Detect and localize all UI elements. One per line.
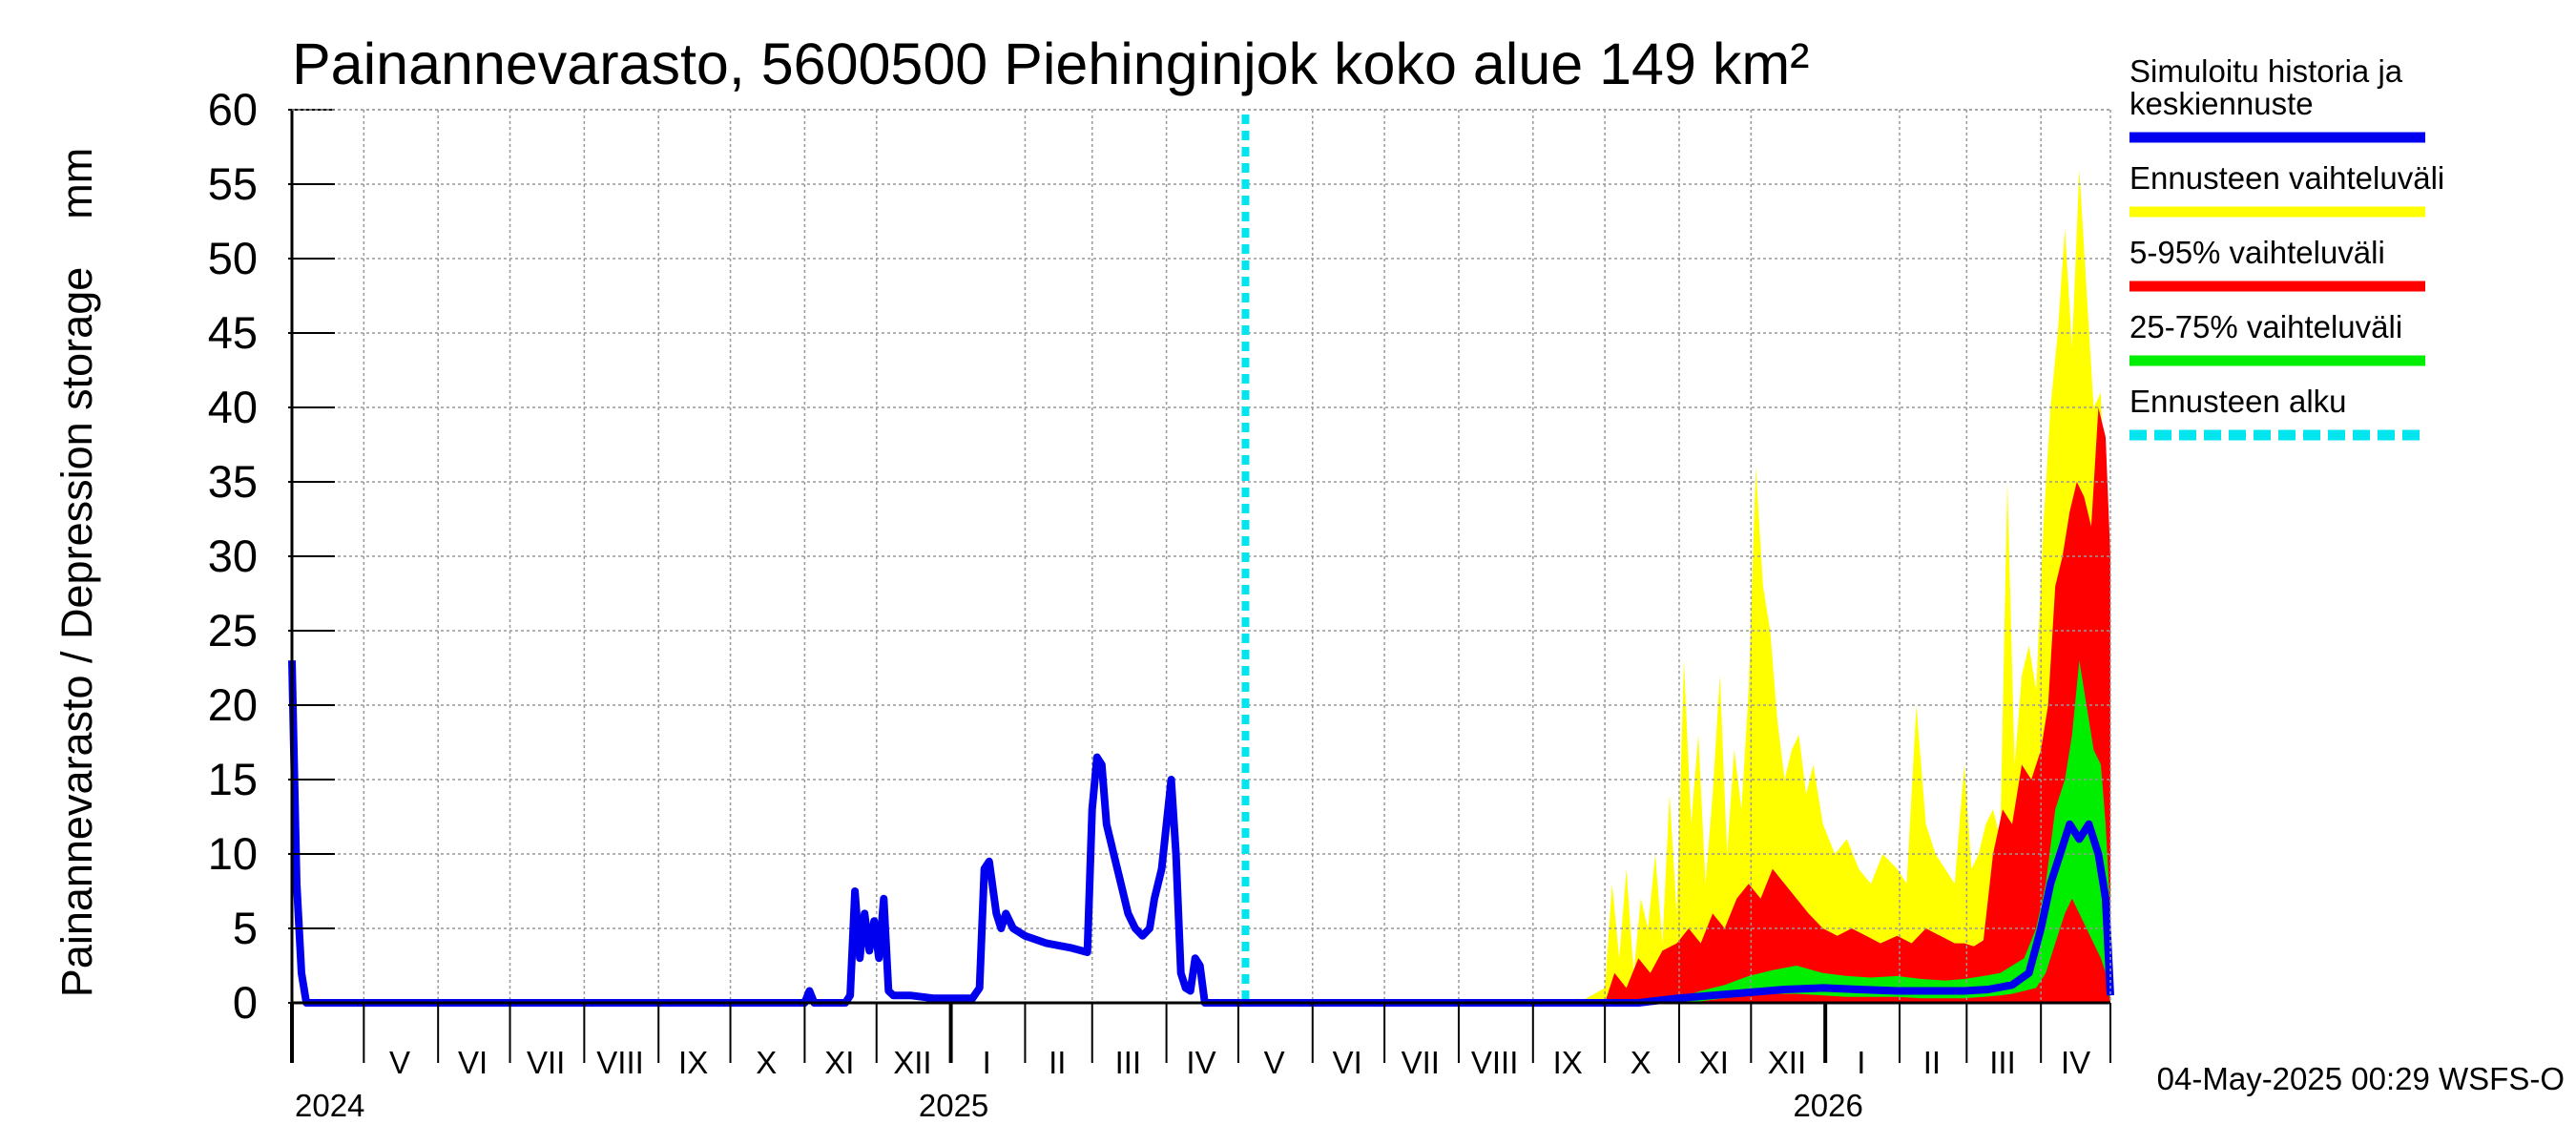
month-label: IV bbox=[2061, 1045, 2090, 1080]
y-tick-label: 15 bbox=[208, 754, 258, 804]
band-area-2 bbox=[1605, 407, 2110, 1003]
month-label: V bbox=[389, 1045, 410, 1080]
month-label: VIII bbox=[596, 1045, 644, 1080]
month-label: V bbox=[1264, 1045, 1285, 1080]
y-tick-label: 50 bbox=[208, 233, 258, 283]
month-label: XI bbox=[824, 1045, 854, 1080]
month-label: IV bbox=[1186, 1045, 1215, 1080]
simulated-median-line bbox=[288, 660, 2114, 1007]
y-tick-label: 40 bbox=[208, 382, 258, 432]
legend-label: 5-95% vaihteluväli bbox=[2129, 235, 2385, 270]
y-tick-label: 45 bbox=[208, 307, 258, 358]
series-lines bbox=[288, 114, 2114, 1007]
month-label: XII bbox=[1768, 1045, 1806, 1080]
y-tick-label: 35 bbox=[208, 456, 258, 507]
month-label: II bbox=[1049, 1045, 1066, 1080]
y-axis-label: Painannevarasto / Depression storage mm bbox=[52, 148, 101, 997]
month-label: IX bbox=[678, 1045, 708, 1080]
plot-grid bbox=[292, 109, 2110, 1003]
month-label: VII bbox=[1402, 1045, 1440, 1080]
y-tick-label: 0 bbox=[233, 977, 258, 1028]
y-tick-label: 30 bbox=[208, 531, 258, 581]
month-label: VI bbox=[1333, 1045, 1362, 1080]
month-label: VI bbox=[458, 1045, 488, 1080]
legend-label: keskiennuste bbox=[2129, 86, 2314, 121]
month-label: XII bbox=[893, 1045, 931, 1080]
month-label: I bbox=[1857, 1045, 1865, 1080]
month-label: XI bbox=[1699, 1045, 1729, 1080]
year-label: 2026 bbox=[1793, 1088, 1862, 1123]
legend-label: 25-75% vaihteluväli bbox=[2129, 309, 2402, 344]
month-label: II bbox=[1923, 1045, 1941, 1080]
month-label: VIII bbox=[1471, 1045, 1519, 1080]
legend-label: Ennusteen alku bbox=[2129, 384, 2347, 419]
legend-label: Ennusteen vaihteluväli bbox=[2129, 160, 2444, 196]
legend-label: Simuloitu historia ja bbox=[2129, 53, 2403, 89]
month-label: III bbox=[1115, 1045, 1142, 1080]
month-label: VII bbox=[527, 1045, 565, 1080]
y-tick-label: 60 bbox=[208, 84, 258, 135]
y-tick-label: 55 bbox=[208, 158, 258, 209]
chart-title: Painannevarasto, 5600500 Piehinginjok ko… bbox=[292, 31, 1809, 96]
month-label: IX bbox=[1553, 1045, 1583, 1080]
y-tick-label: 20 bbox=[208, 679, 258, 730]
y-tick-label: 25 bbox=[208, 605, 258, 656]
month-label: I bbox=[983, 1045, 991, 1080]
month-label: III bbox=[1989, 1045, 2016, 1080]
month-label: X bbox=[1631, 1045, 1652, 1080]
month-label: X bbox=[756, 1045, 777, 1080]
forecast-bands bbox=[1578, 169, 2110, 1003]
y-tick-label: 5 bbox=[233, 903, 258, 953]
y-tick-label: 10 bbox=[208, 828, 258, 879]
timestamp-label: 04-May-2025 00:29 WSFS-O bbox=[2157, 1061, 2565, 1096]
year-label: 2024 bbox=[295, 1088, 364, 1123]
year-label: 2025 bbox=[919, 1088, 988, 1123]
